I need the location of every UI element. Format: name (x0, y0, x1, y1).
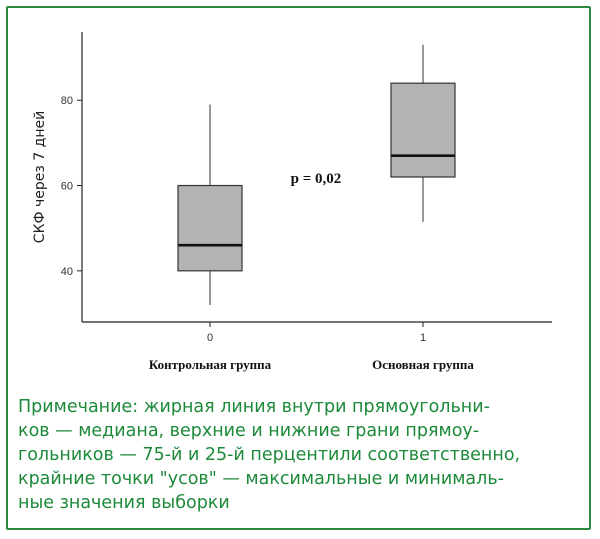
group-label: Контрольная группа (149, 357, 272, 372)
box-iqr (390, 82, 456, 178)
figure-note: Примечание: жирная линия внутри прямоуго… (18, 395, 583, 515)
box-group-1 (390, 44, 456, 222)
x-tick-label: 0 (207, 332, 213, 344)
x-tick-label: 1 (420, 332, 426, 344)
note-line-2: ков — медиана, верхние и нижние грани пр… (18, 421, 480, 441)
box-iqr (177, 184, 243, 272)
boxplot-chart: 40 60 80 СКФ через 7 дней 0 Контрольная групп… (32, 32, 552, 372)
p-value-annotation: p = 0,02 (291, 171, 342, 187)
y-tick-label: 40 (61, 266, 73, 278)
chart-axes (77, 32, 552, 327)
y-tick-label: 80 (61, 95, 73, 107)
figure-frame (6, 6, 591, 530)
note-line-5: ные значения выборки (18, 493, 230, 513)
group-label: Основная группа (372, 357, 474, 372)
note-line-1: Примечание: жирная линия внутри прямоуго… (18, 397, 490, 417)
box-group-0 (177, 104, 243, 305)
chart-boxes (177, 44, 456, 305)
y-tick-label: 60 (61, 181, 73, 193)
chart-labels: 40 60 80 СКФ через 7 дней 0 Контрольная групп… (32, 95, 474, 372)
note-line-3: гольников — 75-й и 25-й перцентили соотв… (18, 445, 521, 465)
y-axis-label: СКФ через 7 дней (32, 111, 48, 243)
note-line-4: крайние точки "усов" — максимальные и ми… (18, 469, 504, 489)
